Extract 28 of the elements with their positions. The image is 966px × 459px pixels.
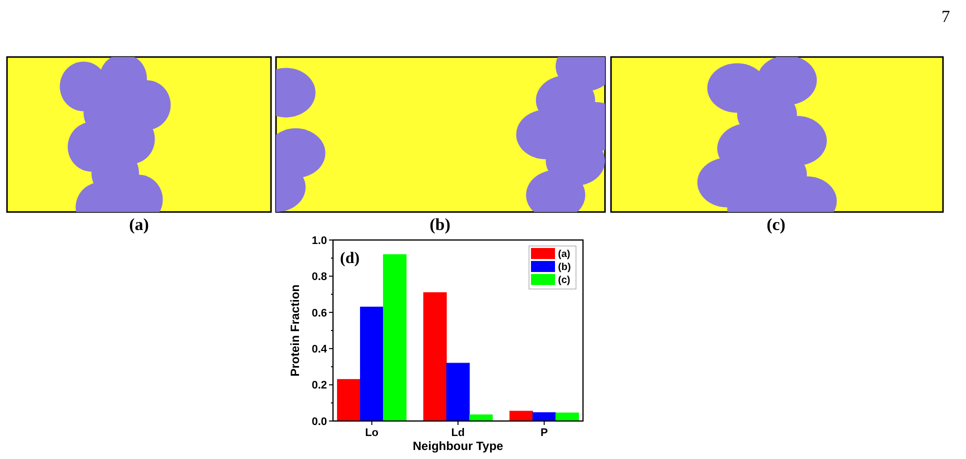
y-tick-label: 0.6 xyxy=(312,307,327,320)
bar xyxy=(446,362,470,422)
text: (c) xyxy=(766,215,786,234)
bar xyxy=(360,306,384,422)
x-tick-label: P xyxy=(540,427,548,439)
legend-label: (b) xyxy=(558,262,571,273)
y-tick-label: 0.0 xyxy=(312,416,327,428)
y-tick-label: 1.0 xyxy=(312,234,327,247)
x-axis-title: Neighbour Type xyxy=(412,439,504,453)
y-axis-title: Protein Fraction xyxy=(288,284,302,377)
text: (b) xyxy=(430,215,450,234)
bar xyxy=(337,379,361,422)
bar xyxy=(383,254,407,422)
text: (a) xyxy=(129,215,149,234)
bar xyxy=(532,412,556,422)
bar xyxy=(423,292,447,422)
bar xyxy=(509,410,533,422)
annotation: (d) xyxy=(340,250,360,267)
bar xyxy=(469,414,493,422)
y-tick-label: 0.8 xyxy=(312,271,327,284)
x-tick-label: Lo xyxy=(365,427,379,439)
y-tick-label: 0.2 xyxy=(312,380,327,392)
bar xyxy=(555,412,579,422)
x-tick-label: Ld xyxy=(451,427,465,439)
text: 7 xyxy=(942,7,950,26)
legend-label: (a) xyxy=(558,249,570,260)
y-tick-label: 0.4 xyxy=(312,343,328,356)
legend-label: (c) xyxy=(558,275,570,286)
